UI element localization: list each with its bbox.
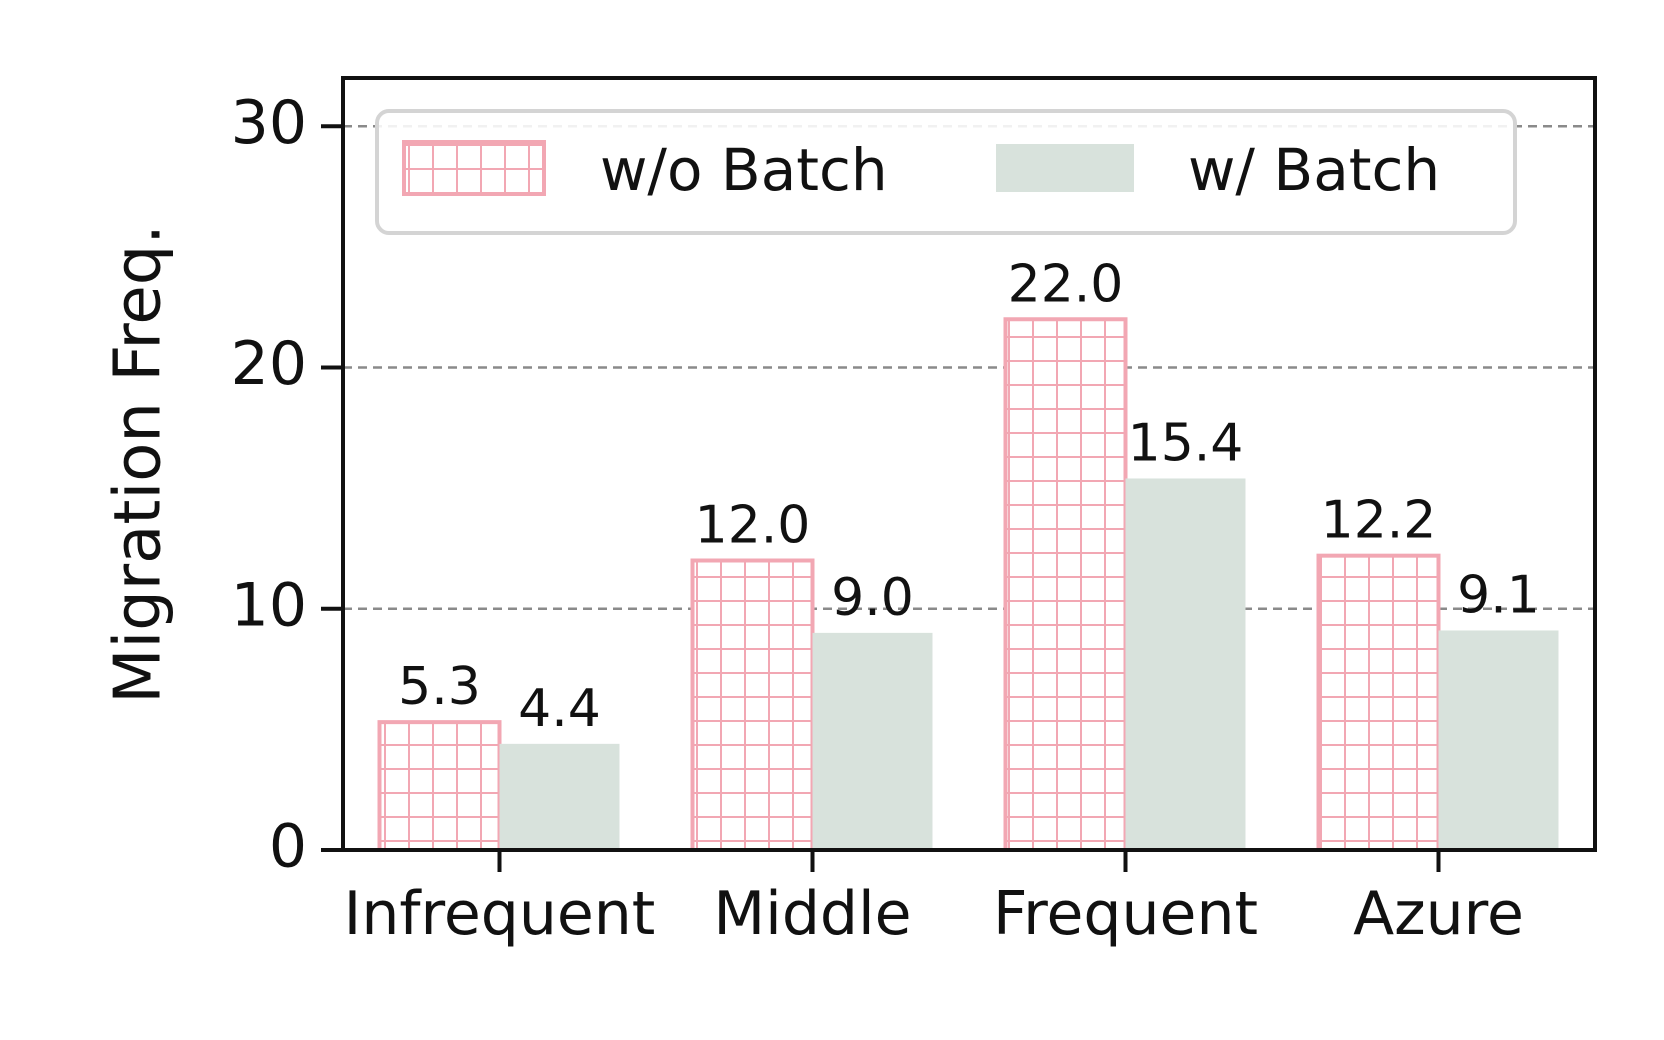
x-axis: Infrequent Middle Frequent Azure [344,850,1524,949]
y-tick-label-2: 20 [231,329,307,399]
bar-w-batch-frequent [1125,478,1246,850]
data-label-w-batch-azure: 9.1 [1457,565,1540,625]
legend: w/o Batch w/ Batch [375,109,1517,235]
y-axis: 0 10 20 30 [231,88,343,882]
data-label-w-o-batch-azure: 12.2 [1321,491,1437,551]
bar-w-batch-middle [812,632,933,850]
x-tick-label-middle: Middle [713,879,911,949]
data-labels: 5.3 12.0 22.0 12.2 4.4 9.0 15.4 9.1 [398,254,1540,739]
data-label-w-o-batch-frequent: 22.0 [1008,254,1124,314]
plot-frame [341,76,1597,852]
legend-label-w-o-batch: w/o Batch [600,136,888,204]
bar-w-batch-infrequent [499,743,620,850]
legend-label-w-batch: w/ Batch [1188,136,1440,204]
x-tick-label-azure: Azure [1353,879,1524,949]
data-label-w-o-batch-middle: 12.0 [695,496,811,556]
y-tick-label-1: 10 [231,570,307,640]
bar-w-o-batch-middle [690,558,815,852]
data-label-w-o-batch-infrequent: 5.3 [398,657,481,717]
data-label-w-batch-frequent: 15.4 [1128,413,1244,473]
bar-w-o-batch-frequent [1003,317,1128,852]
legend-swatch-w-batch [996,144,1134,192]
x-tick-label-frequent: Frequent [993,879,1258,949]
y-tick-label-3: 30 [231,88,307,158]
bar-w-o-batch-infrequent [377,720,502,853]
legend-box [375,109,1517,235]
y-tick-label-0: 0 [269,812,307,882]
data-label-w-batch-infrequent: 4.4 [518,679,601,739]
legend-swatch-w-o-batch [402,140,546,196]
bar-w-batch-azure [1438,630,1559,850]
bar-w-o-batch-azure [1316,553,1441,852]
y-axis-title: Migration Freq. [102,224,176,704]
x-tick-label-infrequent: Infrequent [344,879,656,949]
data-label-w-batch-middle: 9.0 [831,568,914,628]
bars [377,317,1559,853]
